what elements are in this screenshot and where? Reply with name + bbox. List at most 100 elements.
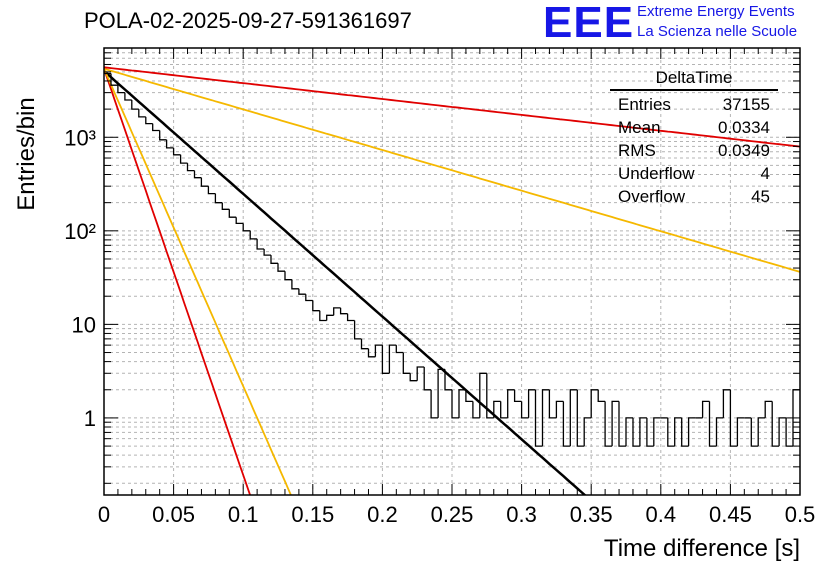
histogram-bin: [235, 217, 244, 225]
x-tick-label: 0: [98, 502, 110, 527]
x-tick-label: 0.25: [431, 502, 474, 527]
histogram-bin: [381, 345, 390, 374]
histogram-bin: [736, 417, 745, 447]
stats-label: Underflow: [618, 164, 695, 183]
histogram-bin: [367, 348, 376, 358]
histogram-bin: [667, 417, 675, 447]
histogram-bin: [131, 100, 139, 110]
histogram-bin: [458, 389, 466, 418]
histogram-bin: [319, 310, 327, 322]
histogram-bin: [625, 417, 633, 447]
stats-title: DeltaTime: [610, 68, 778, 91]
histogram-bin: [778, 417, 787, 447]
x-tick-label: 0.4: [646, 502, 677, 527]
histogram-bin: [138, 109, 146, 118]
x-tick-label: 0.45: [709, 502, 752, 527]
curve-fit: [104, 70, 587, 495]
x-tick-label: 0.15: [291, 502, 334, 527]
histogram-bin: [562, 401, 571, 447]
stats-value: 45: [751, 187, 770, 206]
histogram-bin: [771, 401, 780, 447]
histogram-bin: [639, 417, 647, 447]
histogram-bin: [207, 186, 216, 195]
histogram-bin: [486, 373, 494, 419]
histogram-bin: [395, 345, 404, 354]
x-tick-label: 0.05: [152, 502, 195, 527]
histogram-bin: [284, 271, 292, 281]
y-tick-label: 1: [84, 406, 96, 431]
histogram-bin: [152, 123, 160, 132]
histogram-bin: [221, 202, 230, 210]
stats-row-overflow: Overflow 45: [610, 185, 778, 208]
histogram-bin: [263, 249, 271, 256]
histogram-bin: [193, 170, 202, 179]
histogram-bin: [611, 400, 619, 447]
histogram-bin: [305, 294, 313, 302]
stats-row-entries: Entries 37155: [610, 93, 778, 116]
histogram-bin: [569, 389, 578, 447]
histogram-bin: [681, 417, 689, 447]
histogram-bin: [333, 307, 341, 316]
x-tick-label: 0.35: [570, 502, 613, 527]
logo-line-2: La Scienza nelle Scuole: [637, 23, 798, 40]
histogram-bin: [527, 389, 536, 418]
histogram-bin: [200, 177, 209, 187]
histogram-bin: [291, 279, 299, 290]
x-tick-label: 0.2: [367, 502, 398, 527]
axes: 0 0.05 0.1 0.15 0.2 0.25 0.3 0.35 0.4 0.45 0.5 1 10 1…: [64, 47, 816, 527]
stats-value: 0.0334: [718, 118, 770, 137]
histogram-bin: [534, 389, 543, 447]
curve-yellow-steep: [104, 68, 292, 495]
histogram-bin: [214, 193, 223, 204]
stats-row-underflow: Underflow 4: [610, 162, 778, 185]
histogram-bin: [388, 344, 397, 374]
stats-box: DeltaTime Entries 37155 Mean 0.0334 RMS …: [610, 68, 778, 208]
histogram-bin: [785, 417, 793, 447]
histogram-bin: [444, 369, 452, 391]
histogram-bin: [500, 401, 508, 419]
histogram-bin: [757, 417, 766, 447]
histogram-bin: [548, 389, 557, 419]
histogram-bin: [590, 389, 599, 418]
histogram-bin: [674, 417, 682, 447]
histogram-bin: [179, 154, 188, 164]
histogram-bin: [583, 417, 592, 447]
histogram-bin: [750, 417, 759, 447]
histogram-bin: [430, 389, 439, 419]
logo-line-1: Extreme Energy Events: [637, 3, 795, 20]
curve-yellow-slow: [104, 67, 800, 273]
histogram-bin: [618, 401, 626, 447]
histogram-bin: [312, 300, 320, 312]
histogram-bin: [256, 238, 265, 250]
histogram-bin: [402, 352, 411, 374]
histogram-bin: [298, 288, 306, 295]
x-tick-label: 0.5: [785, 502, 816, 527]
histogram-bin: [242, 223, 251, 232]
stats-value: 0.0349: [718, 141, 770, 160]
histogram-bin: [145, 116, 153, 125]
histogram-bin: [172, 147, 181, 156]
histogram-bin: [270, 255, 278, 264]
histogram-bin: [479, 372, 487, 418]
histogram-bin: [729, 389, 738, 447]
histogram-bin: [646, 417, 654, 447]
histogram-bin: [715, 417, 724, 447]
histogram-bin: [493, 400, 501, 418]
histogram-bin: [764, 400, 773, 418]
histogram-bin: [165, 139, 174, 149]
histogram-bin: [159, 130, 167, 141]
histogram-bin: [701, 400, 710, 418]
histogram-bin: [708, 401, 717, 447]
stats-row-rms: RMS 0.0349: [610, 139, 778, 162]
histogram-bin: [513, 389, 522, 403]
curves: [104, 66, 800, 495]
curve-red-steep: [104, 68, 252, 495]
histogram-bin: [249, 230, 258, 240]
histogram-bin: [228, 209, 237, 218]
histogram-bin: [339, 307, 348, 315]
histogram-bin: [597, 389, 606, 403]
histogram-bin: [507, 389, 515, 418]
histogram-bin: [423, 367, 432, 391]
chart-title: POLA-02-2025-09-27-591361697: [84, 8, 412, 33]
